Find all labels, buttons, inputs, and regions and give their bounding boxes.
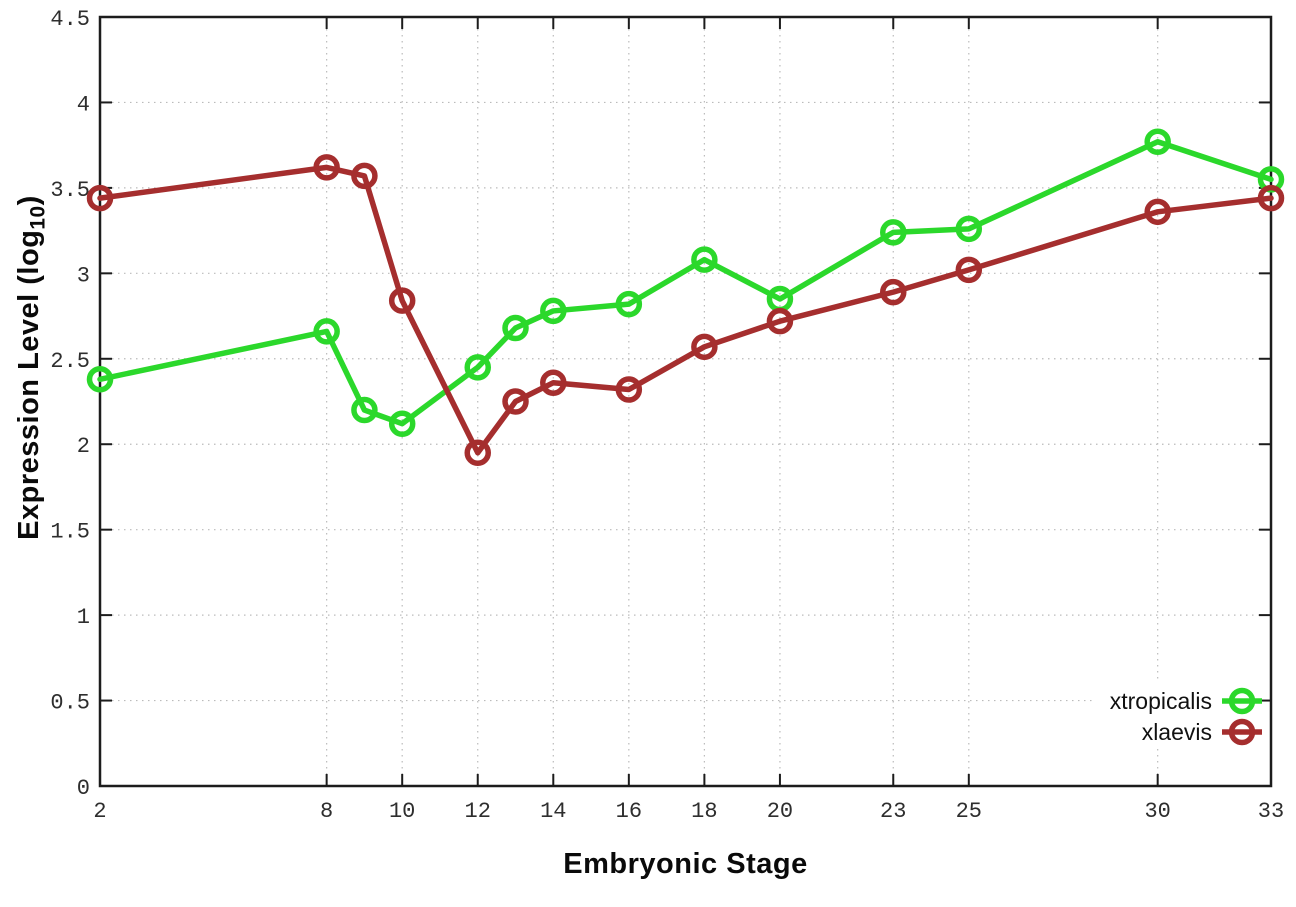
data-point-xtropicalis [464, 354, 491, 381]
data-point-xtropicalis [1144, 128, 1171, 155]
x-tick-label: 33 [1258, 799, 1284, 824]
y-tick-label: 1 [77, 605, 90, 630]
x-tick-label: 23 [880, 799, 906, 824]
y-tick-label: 2 [77, 434, 90, 459]
data-point-xlaevis [691, 333, 718, 361]
data-point-xlaevis [86, 184, 114, 212]
data-point-xtropicalis [540, 297, 567, 325]
y-tick-label: 4.5 [50, 7, 90, 32]
data-point-xlaevis [1257, 184, 1285, 212]
legend-marker-icon-xlaevis [1228, 718, 1256, 746]
y-tick-label: 1.5 [50, 520, 90, 545]
x-tick-label: 14 [540, 799, 566, 824]
data-point-xlaevis [540, 369, 567, 396]
x-tick-label: 16 [616, 799, 642, 824]
data-point-xtropicalis [880, 219, 907, 246]
data-point-xlaevis [351, 162, 378, 190]
y-tick-label: 3 [77, 263, 90, 288]
data-point-xlaevis [766, 307, 794, 335]
x-axis-title: Embryonic Stage [563, 848, 808, 880]
series-line-xlaevis [97, 164, 1274, 456]
y-tick-label: 2.5 [50, 349, 90, 374]
data-point-xlaevis [464, 439, 491, 467]
data-point-xlaevis [880, 278, 907, 306]
data-point-xlaevis [388, 287, 416, 314]
data-point-xtropicalis [615, 290, 643, 318]
y-tick-label: 3.5 [50, 178, 90, 203]
y-tick-label: 0.5 [50, 691, 90, 716]
data-point-xtropicalis [351, 396, 378, 424]
legend-label-xlaevis: xlaevis [1142, 719, 1212, 745]
data-point-xtropicalis [313, 318, 340, 345]
series-line-xtropicalis [97, 138, 1274, 427]
data-point-xlaevis [955, 256, 983, 284]
legend-label-xtropicalis: xtropicalis [1110, 688, 1212, 714]
x-tick-label: 8 [320, 799, 333, 824]
x-tick-label: 20 [767, 799, 793, 824]
data-point-xtropicalis [388, 410, 416, 437]
legend-marker-icon-xtropicalis [1228, 687, 1256, 715]
data-point-xtropicalis [955, 215, 983, 243]
data-point-xlaevis [1144, 198, 1171, 226]
x-tick-label: 2 [93, 799, 106, 824]
data-point-xlaevis [313, 154, 340, 181]
y-tick-label: 4 [77, 92, 90, 117]
plot-border [98, 15, 1273, 788]
data-point-xtropicalis [502, 314, 529, 342]
data-point-xlaevis [502, 388, 529, 415]
x-tick-label: 12 [465, 799, 491, 824]
data-point-xlaevis [615, 376, 643, 403]
x-tick-label: 18 [691, 799, 717, 824]
data-point-xtropicalis [86, 366, 114, 393]
legend-background [1093, 683, 1268, 749]
x-tick-label: 25 [956, 799, 982, 824]
x-tick-label: 30 [1144, 799, 1170, 824]
data-point-xtropicalis [691, 246, 718, 273]
x-tick-label: 10 [389, 799, 415, 824]
y-tick-label: 0 [77, 776, 90, 801]
